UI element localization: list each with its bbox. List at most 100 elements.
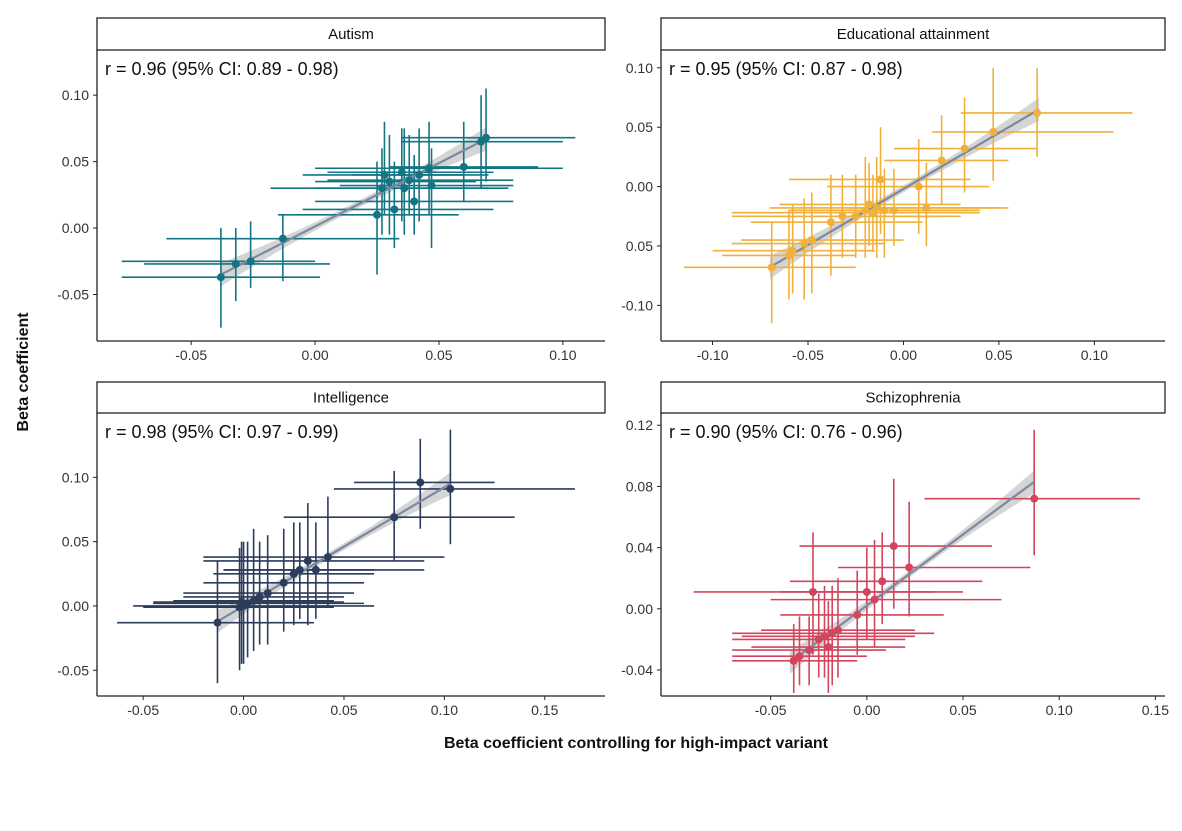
plot-marks xyxy=(693,429,1140,693)
x-tick-label: -0.10 xyxy=(697,347,729,363)
panel-header xyxy=(96,17,606,51)
y-tick-label: 0.12 xyxy=(626,417,653,433)
y-tick-label: 0.10 xyxy=(626,60,653,76)
y-tick-label: 0.00 xyxy=(62,598,89,614)
panel-title: Autism xyxy=(328,26,374,43)
data-point xyxy=(373,210,382,219)
x-tick-label: 0.10 xyxy=(1046,702,1073,718)
data-point xyxy=(390,513,399,522)
correlation-label: r = 0.95 (95% CI: 0.87 - 0.98) xyxy=(669,59,903,79)
panel-header xyxy=(660,17,1166,51)
data-point xyxy=(878,577,887,586)
data-point xyxy=(807,236,816,245)
data-point xyxy=(427,181,436,190)
facet-panel: Intelligence -0.05 0.00 0.05 0.10 0.15 -0.05 0.… xyxy=(57,381,606,718)
data-point xyxy=(246,257,255,266)
data-point xyxy=(415,170,424,179)
panel-title: Schizophrenia xyxy=(865,390,961,407)
data-point xyxy=(385,177,394,186)
plot-marks xyxy=(121,88,576,328)
x-tick-label: 0.00 xyxy=(230,702,257,718)
x-tick-label: 0.15 xyxy=(531,702,558,718)
x-tick-label: 0.00 xyxy=(853,702,880,718)
data-point xyxy=(788,246,797,255)
data-point xyxy=(416,478,425,487)
x-tick-label: -0.05 xyxy=(792,347,824,363)
facet-panel: Autism -0.05 0.00 0.05 0.10 -0.05 0.00 0.05 0.10… xyxy=(57,17,606,363)
data-point xyxy=(889,206,898,215)
data-point xyxy=(989,127,998,136)
data-point xyxy=(876,175,885,184)
data-point xyxy=(851,212,860,221)
data-point xyxy=(889,542,898,551)
y-tick-label: 0.05 xyxy=(62,534,89,550)
data-point xyxy=(390,205,399,214)
data-point xyxy=(400,184,409,193)
data-point xyxy=(289,569,298,578)
data-point xyxy=(865,200,874,209)
data-point xyxy=(380,170,389,179)
data-point xyxy=(805,646,814,655)
data-point xyxy=(311,565,320,574)
data-point xyxy=(833,626,842,635)
data-point xyxy=(824,643,833,652)
panel-title: Intelligence xyxy=(313,390,389,407)
data-point xyxy=(446,484,455,493)
y-tick-label: 0.05 xyxy=(626,238,653,254)
data-point xyxy=(853,610,862,619)
data-point xyxy=(880,206,889,215)
data-point xyxy=(1030,494,1039,503)
data-point xyxy=(960,144,969,153)
x-tick-label: 0.05 xyxy=(985,347,1012,363)
x-tick-label: 0.00 xyxy=(890,347,917,363)
data-point xyxy=(405,176,414,185)
data-point xyxy=(255,592,264,601)
x-tick-label: 0.05 xyxy=(330,702,357,718)
y-tick-label: 0.00 xyxy=(626,179,653,195)
y-tick-label: 0.05 xyxy=(62,154,89,170)
data-point xyxy=(872,203,881,212)
regression-line xyxy=(220,138,487,276)
data-point xyxy=(216,273,225,282)
data-point xyxy=(870,595,879,604)
x-tick-label: 0.10 xyxy=(549,347,576,363)
y-tick-label: 0.08 xyxy=(626,478,653,494)
data-point xyxy=(914,182,923,191)
y-tick-label: 0.05 xyxy=(626,119,653,135)
data-point xyxy=(800,239,809,248)
x-tick-label: -0.05 xyxy=(127,702,159,718)
y-tick-label: 0.10 xyxy=(62,469,89,485)
data-point xyxy=(922,203,931,212)
data-point xyxy=(482,133,491,142)
plot-marks xyxy=(683,67,1133,324)
y-tick-label: 0.04 xyxy=(626,540,653,556)
y-tick-label: -0.04 xyxy=(621,662,653,678)
y-tick-label: -0.10 xyxy=(621,297,653,313)
x-tick-label: 0.00 xyxy=(301,347,328,363)
data-point xyxy=(278,234,287,243)
data-point xyxy=(397,168,406,177)
data-point xyxy=(838,212,847,221)
data-point xyxy=(789,656,798,665)
y-tick-label: -0.05 xyxy=(57,286,89,302)
x-tick-label: 0.10 xyxy=(431,702,458,718)
facet-panels: Autism -0.05 0.00 0.05 0.10 -0.05 0.00 0.05 0.10… xyxy=(57,17,1169,718)
data-point xyxy=(295,565,304,574)
correlation-label: r = 0.90 (95% CI: 0.76 - 0.96) xyxy=(669,422,903,442)
x-axis-title: Beta coefficient controlling for high-im… xyxy=(444,735,829,752)
data-point xyxy=(820,632,829,641)
y-tick-label: 0.00 xyxy=(626,601,653,617)
data-point xyxy=(1033,108,1042,117)
panel-title: Educational attainment xyxy=(837,26,990,43)
data-point xyxy=(795,652,804,661)
y-tick-label: -0.05 xyxy=(57,662,89,678)
x-tick-label: 0.05 xyxy=(425,347,452,363)
correlation-label: r = 0.96 (95% CI: 0.89 - 0.98) xyxy=(105,59,339,79)
data-point xyxy=(243,599,252,608)
x-tick-label: 0.15 xyxy=(1142,702,1169,718)
y-axis-title: Beta coefficient xyxy=(15,312,32,432)
data-point xyxy=(249,596,258,605)
x-tick-label: -0.05 xyxy=(175,347,207,363)
x-tick-label: 0.10 xyxy=(1081,347,1108,363)
